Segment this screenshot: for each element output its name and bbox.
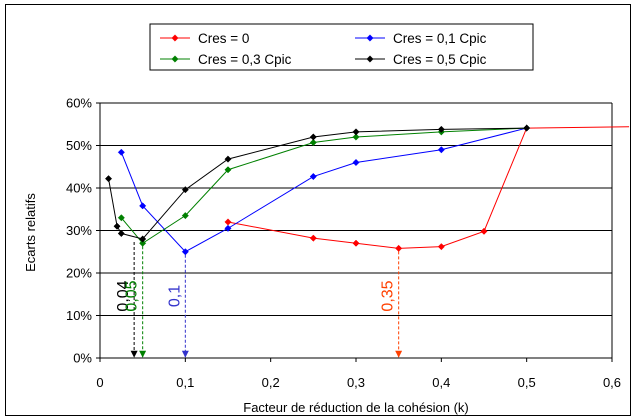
- series-extension-line: [526, 126, 630, 129]
- data-point: [352, 158, 360, 167]
- legend: Cres = 0 Cres = 0,1 Cpic Cres = 0,3 Cpic Cr…: [149, 23, 534, 71]
- y-tick-label: 10%: [66, 308, 92, 323]
- data-point: [171, 34, 179, 42]
- y-tick-label: 60%: [66, 96, 92, 111]
- x-tick-label: 0,2: [262, 375, 280, 390]
- data-point: [139, 239, 147, 247]
- series-line: [108, 127, 527, 240]
- data-point: [395, 244, 403, 252]
- data-point: [309, 133, 317, 141]
- y-tick-label: 20%: [66, 266, 92, 281]
- y-tick-label: 40%: [66, 181, 92, 196]
- data-point: [139, 202, 147, 210]
- plot-area: 0% 10% 20% 30% 40% 50% 60% 0 0,1 0,2 0,3 0,4 0,5 0,6 F…: [23, 96, 630, 415]
- legend-label: Cres = 0,5 Cpic: [393, 52, 487, 67]
- x-tick-label: 0,4: [432, 375, 450, 390]
- data-point: [104, 175, 113, 183]
- legend-box: [149, 23, 534, 71]
- data-point: [523, 124, 531, 132]
- data-point: [117, 229, 125, 238]
- data-point: [309, 234, 317, 242]
- annotation-label: 0,05: [124, 280, 141, 311]
- annotation-label: 0,35: [380, 280, 397, 311]
- data-point: [181, 248, 189, 256]
- data-point: [181, 212, 189, 220]
- y-tick-label: 0%: [73, 351, 92, 366]
- data-point: [437, 146, 445, 154]
- data-point: [366, 55, 374, 63]
- data-point: [113, 222, 121, 230]
- data-point: [437, 243, 445, 251]
- legend-label: Cres = 0: [198, 31, 249, 46]
- data-point: [181, 186, 189, 194]
- data-point: [352, 133, 360, 141]
- y-axis-title: Ecarts relatifs: [23, 193, 38, 272]
- data-point: [309, 138, 317, 147]
- data-point: [224, 166, 232, 174]
- x-tick-label: 0: [96, 375, 103, 390]
- data-point: [437, 125, 445, 133]
- chart-frame: [5, 4, 631, 416]
- series-cres-0-5-cpic: [104, 124, 531, 243]
- x-tick-label: 0,5: [518, 375, 536, 390]
- x-axis-title: Facteur de réduction de la cohésion (k): [243, 400, 468, 415]
- legend-label: Cres = 0,3 Cpic: [198, 52, 292, 67]
- legend-label: Cres = 0,1 Cpic: [393, 31, 487, 46]
- x-tick-label: 0,1: [176, 375, 194, 390]
- data-point: [480, 227, 488, 235]
- data-point: [224, 155, 232, 163]
- annotation-label: 0,04: [115, 280, 132, 311]
- data-point: [224, 218, 232, 226]
- series-cres-0-1-cpic: [117, 124, 531, 256]
- data-point: [117, 214, 125, 222]
- y-tick-label: 30%: [66, 223, 92, 238]
- x-tick-label: 0,6: [603, 375, 621, 390]
- data-point: [171, 55, 179, 63]
- data-point: [352, 128, 360, 136]
- series-line: [120, 127, 527, 244]
- data-point: [224, 224, 232, 232]
- x-tick-label: 0,3: [347, 375, 365, 390]
- annotation-label: 0,1: [166, 285, 183, 307]
- y-tick-label: 50%: [66, 138, 92, 153]
- data-point: [139, 235, 147, 243]
- data-point: [366, 34, 374, 42]
- series-line: [120, 127, 527, 253]
- data-point: [117, 148, 125, 156]
- data-point: [309, 172, 317, 181]
- data-point: [352, 239, 360, 247]
